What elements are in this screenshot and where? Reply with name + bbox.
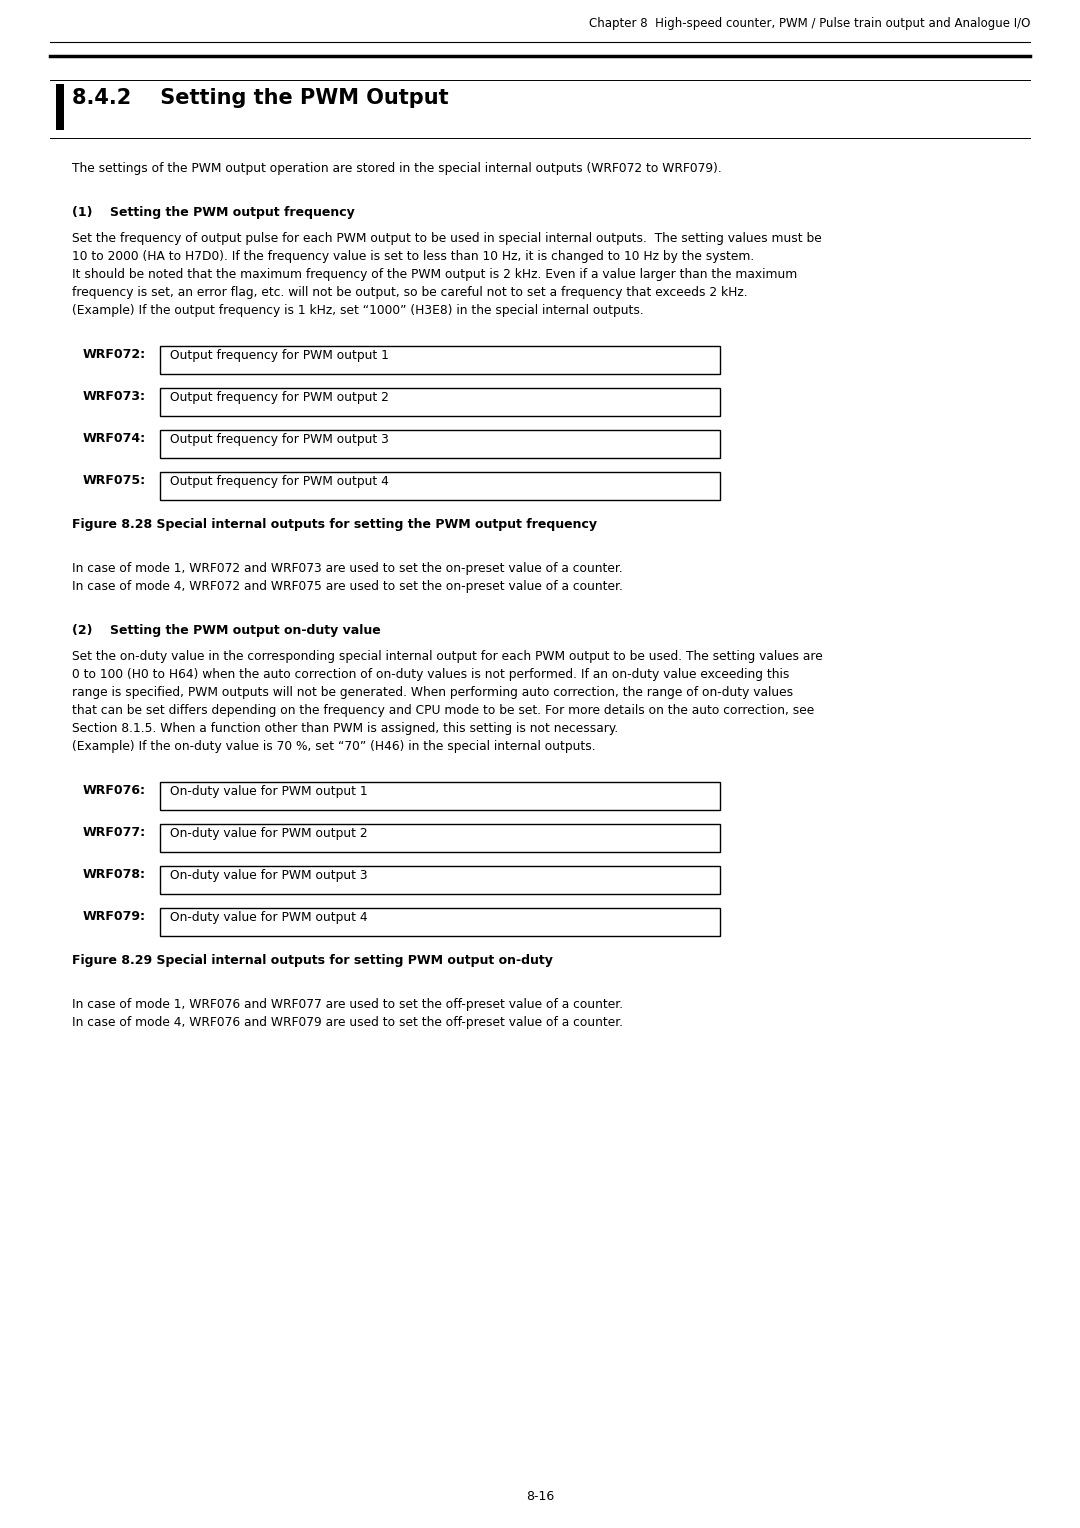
Text: Output frequency for PWM output 3: Output frequency for PWM output 3: [170, 432, 389, 446]
Text: WRF073:: WRF073:: [83, 390, 146, 403]
Text: On-duty value for PWM output 2: On-duty value for PWM output 2: [170, 827, 367, 840]
Bar: [160, 345, 720, 374]
Text: In case of mode 1, WRF076 and WRF077 are used to set the off-preset value of a c: In case of mode 1, WRF076 and WRF077 are…: [72, 998, 623, 1012]
Text: In case of mode 4, WRF076 and WRF079 are used to set the off-preset value of a c: In case of mode 4, WRF076 and WRF079 are…: [72, 1016, 623, 1028]
Text: WRF079:: WRF079:: [83, 911, 146, 923]
Text: On-duty value for PWM output 4: On-duty value for PWM output 4: [170, 911, 367, 924]
Text: It should be noted that the maximum frequency of the PWM output is 2 kHz. Even i: It should be noted that the maximum freq…: [72, 267, 797, 281]
Text: Set the frequency of output pulse for each PWM output to be used in special inte: Set the frequency of output pulse for ea…: [72, 232, 822, 244]
Text: Set the on-duty value in the corresponding special internal output for each PWM : Set the on-duty value in the correspondi…: [72, 649, 823, 663]
Text: Output frequency for PWM output 4: Output frequency for PWM output 4: [170, 475, 389, 487]
Text: In case of mode 4, WRF072 and WRF075 are used to set the on-preset value of a co: In case of mode 4, WRF072 and WRF075 are…: [72, 581, 623, 593]
Text: range is specified, PWM outputs will not be generated. When performing auto corr: range is specified, PWM outputs will not…: [72, 686, 793, 698]
Text: that can be set differs depending on the frequency and CPU mode to be set. For m: that can be set differs depending on the…: [72, 704, 814, 717]
Text: (Example) If the output frequency is 1 kHz, set “1000” (H3E8) in the special int: (Example) If the output frequency is 1 k…: [72, 304, 644, 316]
Text: In case of mode 1, WRF072 and WRF073 are used to set the on-preset value of a co: In case of mode 1, WRF072 and WRF073 are…: [72, 562, 623, 575]
Text: WRF074:: WRF074:: [83, 432, 146, 445]
Text: WRF075:: WRF075:: [83, 474, 146, 487]
Text: WRF078:: WRF078:: [83, 868, 146, 882]
Text: On-duty value for PWM output 3: On-duty value for PWM output 3: [170, 869, 367, 882]
Text: WRF076:: WRF076:: [83, 784, 146, 798]
Text: 10 to 2000 (HA to H7D0). If the frequency value is set to less than 10 Hz, it is: 10 to 2000 (HA to H7D0). If the frequenc…: [72, 251, 754, 263]
Text: Output frequency for PWM output 2: Output frequency for PWM output 2: [170, 391, 389, 403]
Text: The settings of the PWM output operation are stored in the special internal outp: The settings of the PWM output operation…: [72, 162, 721, 176]
Text: (Example) If the on-duty value is 70 %, set “70” (H46) in the special internal o: (Example) If the on-duty value is 70 %, …: [72, 740, 596, 753]
Bar: [160, 429, 720, 458]
Bar: [56, 84, 64, 130]
Text: (2)    Setting the PWM output on-duty value: (2) Setting the PWM output on-duty value: [72, 623, 381, 637]
Text: WRF072:: WRF072:: [83, 348, 146, 361]
Bar: [160, 824, 720, 853]
Text: Output frequency for PWM output 1: Output frequency for PWM output 1: [170, 348, 389, 362]
Bar: [160, 866, 720, 894]
Bar: [160, 908, 720, 937]
Text: 8.4.2    Setting the PWM Output: 8.4.2 Setting the PWM Output: [72, 89, 448, 108]
Bar: [160, 782, 720, 810]
Text: WRF077:: WRF077:: [83, 827, 146, 839]
Text: Figure 8.28 Special internal outputs for setting the PWM output frequency: Figure 8.28 Special internal outputs for…: [72, 518, 597, 532]
Text: 0 to 100 (H0 to H64) when the auto correction of on-duty values is not performed: 0 to 100 (H0 to H64) when the auto corre…: [72, 668, 789, 681]
Text: frequency is set, an error flag, etc. will not be output, so be careful not to s: frequency is set, an error flag, etc. wi…: [72, 286, 747, 299]
Bar: [160, 472, 720, 500]
Text: Section 8.1.5. When a function other than PWM is assigned, this setting is not n: Section 8.1.5. When a function other tha…: [72, 723, 618, 735]
Text: (1)    Setting the PWM output frequency: (1) Setting the PWM output frequency: [72, 206, 354, 219]
Text: Chapter 8  High-speed counter, PWM / Pulse train output and Analogue I/O: Chapter 8 High-speed counter, PWM / Puls…: [589, 17, 1030, 31]
Text: On-duty value for PWM output 1: On-duty value for PWM output 1: [170, 785, 367, 798]
Bar: [160, 388, 720, 416]
Text: 8-16: 8-16: [526, 1490, 554, 1504]
Text: Figure 8.29 Special internal outputs for setting PWM output on-duty: Figure 8.29 Special internal outputs for…: [72, 953, 553, 967]
